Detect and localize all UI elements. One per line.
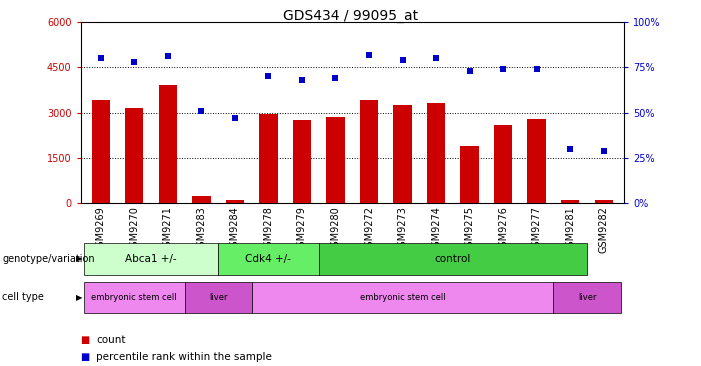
- Bar: [293, 120, 311, 203]
- Point: [498, 66, 509, 72]
- Bar: [84, 243, 218, 274]
- Bar: [252, 282, 554, 313]
- Text: count: count: [96, 335, 125, 346]
- Text: ▶: ▶: [76, 293, 82, 302]
- Text: percentile rank within the sample: percentile rank within the sample: [96, 352, 272, 362]
- Bar: [393, 105, 411, 203]
- Point: [129, 59, 140, 65]
- Text: control: control: [435, 254, 471, 264]
- Text: liver: liver: [578, 293, 597, 302]
- Text: liver: liver: [209, 293, 227, 302]
- Text: GDS434 / 99095_at: GDS434 / 99095_at: [283, 9, 418, 23]
- Point: [263, 74, 274, 79]
- Bar: [554, 282, 620, 313]
- Text: Abca1 +/-: Abca1 +/-: [125, 254, 177, 264]
- Bar: [259, 114, 278, 203]
- Point: [564, 146, 576, 152]
- Bar: [84, 282, 184, 313]
- Point: [430, 55, 442, 61]
- Point: [363, 52, 374, 57]
- Point: [162, 53, 173, 59]
- Bar: [360, 101, 379, 203]
- Point: [229, 115, 240, 121]
- Bar: [125, 108, 144, 203]
- Point: [330, 75, 341, 81]
- Point: [598, 147, 609, 153]
- Bar: [594, 200, 613, 203]
- Bar: [226, 200, 244, 203]
- Bar: [218, 243, 319, 274]
- Bar: [319, 243, 587, 274]
- Text: Cdk4 +/-: Cdk4 +/-: [245, 254, 292, 264]
- Bar: [494, 124, 512, 203]
- Bar: [184, 282, 252, 313]
- Point: [196, 108, 207, 114]
- Text: embryonic stem cell: embryonic stem cell: [91, 293, 177, 302]
- Bar: [92, 101, 110, 203]
- Point: [397, 57, 408, 63]
- Point: [464, 68, 475, 74]
- Text: genotype/variation: genotype/variation: [2, 254, 95, 264]
- Bar: [561, 200, 580, 203]
- Bar: [192, 197, 210, 203]
- Point: [95, 55, 107, 61]
- Point: [297, 77, 308, 83]
- Point: [531, 66, 543, 72]
- Bar: [427, 104, 445, 203]
- Text: embryonic stem cell: embryonic stem cell: [360, 293, 445, 302]
- Text: ■: ■: [81, 335, 90, 346]
- Bar: [461, 146, 479, 203]
- Text: ■: ■: [81, 352, 90, 362]
- Bar: [326, 117, 345, 203]
- Text: cell type: cell type: [2, 292, 44, 302]
- Text: ▶: ▶: [76, 254, 82, 264]
- Bar: [527, 119, 546, 203]
- Bar: [158, 85, 177, 203]
